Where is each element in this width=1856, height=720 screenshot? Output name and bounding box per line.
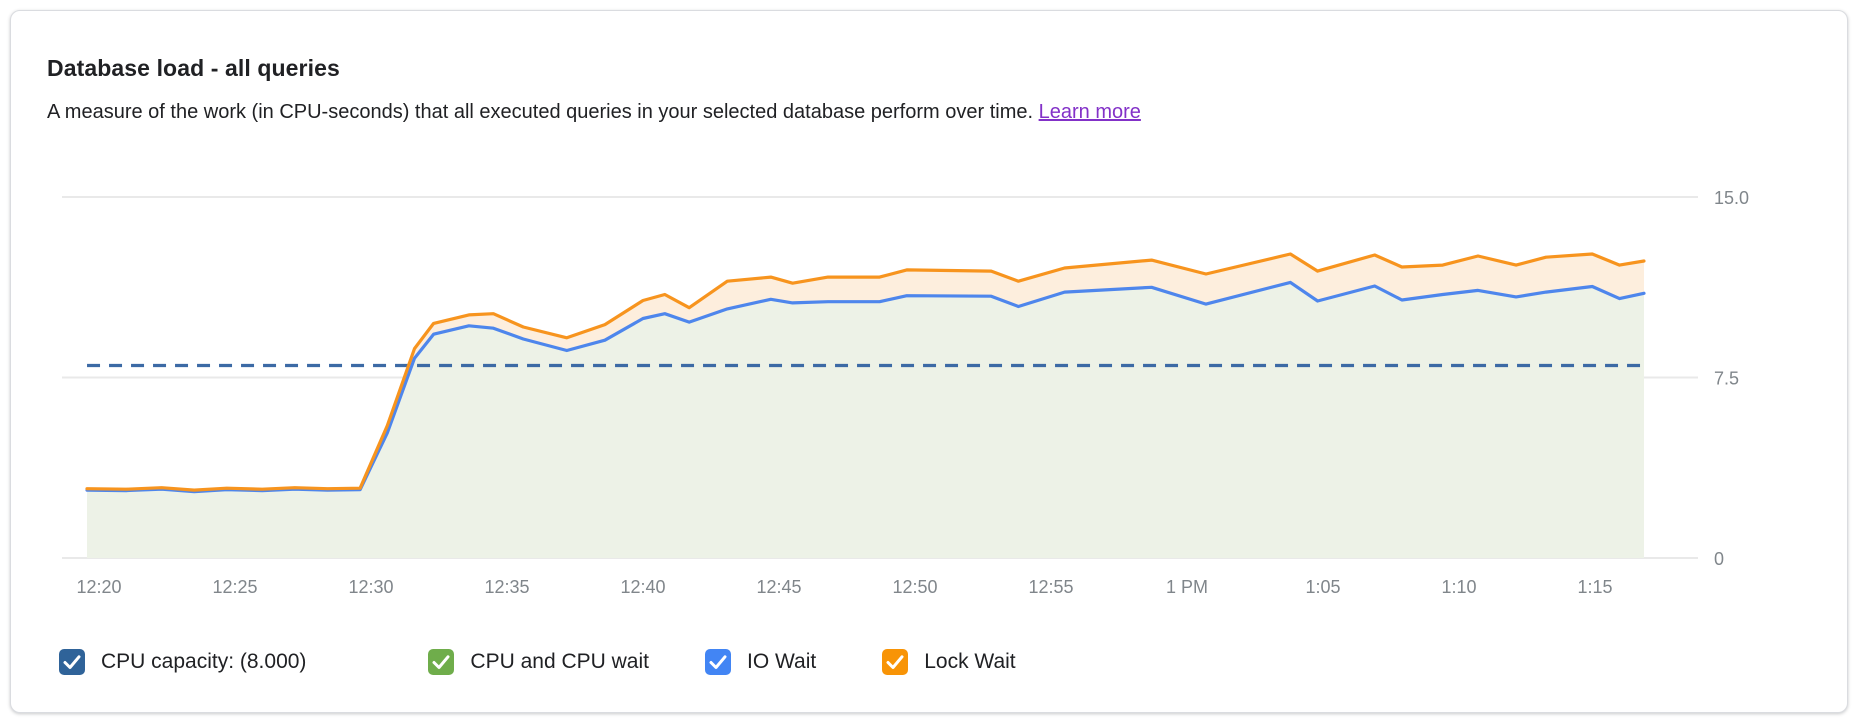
x-tick-label: 12:35 <box>484 577 529 597</box>
cpu-and-cpu-wait-checkbox[interactable] <box>428 649 455 675</box>
checkmark-icon <box>709 655 727 669</box>
lock-wait-band <box>87 254 1644 492</box>
legend-label: IO Wait <box>746 650 817 673</box>
chart-legend: CPU capacity: (8.000) CPU and CPU wait I… <box>59 649 1016 675</box>
cpu-and-cpu-wait-area <box>87 282 1644 558</box>
y-tick-label: 15.0 <box>1714 188 1749 208</box>
legend-item-cpu-capacity[interactable]: CPU capacity: (8.000) <box>59 649 306 675</box>
learn-more-link[interactable]: Learn more <box>1038 101 1141 123</box>
y-tick-label: 7.5 <box>1714 369 1739 389</box>
card-subtitle: A measure of the work (in CPU-seconds) t… <box>47 101 1141 124</box>
legend-label: CPU and CPU wait <box>470 650 649 673</box>
x-tick-label: 12:45 <box>756 577 801 597</box>
x-tick-label: 12:40 <box>620 577 665 597</box>
x-tick-label: 1:10 <box>1441 577 1476 597</box>
legend-label: Lock Wait <box>924 650 1016 673</box>
x-tick-label: 12:20 <box>76 577 121 597</box>
io-wait-checkbox[interactable] <box>704 649 731 675</box>
y-tick-label: 0 <box>1714 549 1724 569</box>
database-load-card: Database load - all queries A measure of… <box>10 10 1848 713</box>
lock-wait-line <box>85 252 1646 492</box>
checkmark-icon <box>886 655 904 669</box>
legend-label: CPU capacity: (8.000) <box>101 650 307 673</box>
x-tick-label: 1:05 <box>1305 577 1340 597</box>
checkmark-icon <box>432 655 450 669</box>
legend-item-cpu-and-cpu-wait[interactable]: CPU and CPU wait <box>428 649 649 675</box>
legend-item-io-wait[interactable]: IO Wait <box>704 649 817 675</box>
card-title: Database load - all queries <box>47 55 340 81</box>
x-tick-label: 12:50 <box>892 577 937 597</box>
x-tick-label: 1 PM <box>1166 577 1208 597</box>
chart-canvas: 15.0 7.5 0 12:20 12:25 12:30 12:35 12:40 12:45 12… <box>62 188 1749 597</box>
x-tick-label: 12:30 <box>348 577 393 597</box>
legend-item-lock-wait[interactable]: Lock Wait <box>882 649 1016 675</box>
checkmark-icon <box>63 655 81 669</box>
database-load-chart[interactable]: 15.0 7.5 0 12:20 12:25 12:30 12:35 12:40 12:45 12… <box>11 11 1847 712</box>
x-tick-label: 12:55 <box>1028 577 1073 597</box>
cpu-capacity-checkbox[interactable] <box>59 649 85 675</box>
subtitle-text: A measure of the work (in CPU-seconds) t… <box>47 101 1034 123</box>
x-tick-label: 12:25 <box>212 577 257 597</box>
x-tick-label: 1:15 <box>1577 577 1612 597</box>
io-wait-line <box>85 280 1646 494</box>
lock-wait-checkbox[interactable] <box>882 649 909 675</box>
